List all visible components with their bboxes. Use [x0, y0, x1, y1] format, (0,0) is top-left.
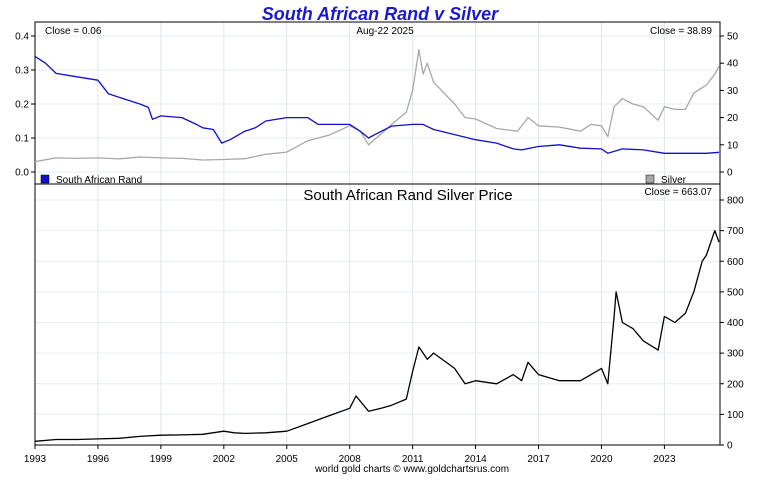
series-line-rand-silver-price	[34, 229, 720, 442]
bot-right-ticks: 800 700 600 500 400 300 200 100 0	[720, 196, 744, 452]
bot-grid	[34, 184, 720, 446]
right-tick-label: 50	[727, 32, 739, 43]
bottom-panel-title: South African Rand Silver Price	[303, 187, 512, 204]
bottom-panel-frame	[34, 183, 721, 446]
right-tick-label: 600	[727, 257, 744, 268]
chart-title: South African Rand v Silver	[262, 4, 499, 24]
right-tick-label: 10	[727, 140, 739, 151]
x-ticks: 1993 1996 1999 2002 2005 2008 2011 2014 2017 2020…	[24, 445, 676, 465]
x-tick-label: 2002	[213, 454, 236, 465]
series-line-south-african-rand	[34, 55, 720, 154]
footer-credit: world gold charts © www.goldchartsrus.co…	[314, 464, 509, 475]
x-tick-label: 2005	[276, 454, 299, 465]
left-tick-label: 0.3	[15, 66, 29, 77]
right-tick-label: 20	[727, 113, 739, 124]
x-tick-label: 2020	[590, 454, 613, 465]
x-tick-label: 2017	[527, 454, 550, 465]
top-date-label: Aug-22 2025	[356, 26, 414, 37]
x-tick-label: 2014	[464, 454, 487, 465]
left-tick-label: 0.4	[15, 32, 29, 43]
right-tick-label: 300	[727, 349, 744, 360]
right-tick-label: 200	[727, 379, 744, 390]
series-line-silver	[34, 48, 720, 163]
legend-silver-label: Silver	[661, 175, 687, 186]
top-right-ticks: 50 40 30 20 10 0	[720, 32, 739, 179]
legend-rand-swatch	[40, 174, 50, 184]
top-close-right: Close = 38.89	[650, 26, 712, 37]
top-close-left: Close = 0.06	[45, 26, 102, 37]
right-tick-label: 100	[727, 410, 744, 421]
legend-silver-swatch	[645, 174, 655, 184]
right-tick-label: 0	[727, 441, 733, 452]
right-tick-label: 0	[727, 168, 733, 179]
x-tick-label: 1993	[24, 454, 47, 465]
x-tick-label: 1999	[150, 454, 173, 465]
right-tick-label: 700	[727, 226, 744, 237]
left-tick-label: 0.0	[15, 168, 29, 179]
left-tick-label: 0.2	[15, 100, 29, 111]
x-tick-label: 2008	[339, 454, 362, 465]
x-tick-label: 1996	[87, 454, 110, 465]
right-tick-label: 30	[727, 86, 739, 97]
right-tick-label: 500	[727, 287, 744, 298]
legend-rand-label: South African Rand	[56, 175, 142, 186]
right-tick-label: 400	[727, 318, 744, 329]
x-tick-label: 2023	[653, 454, 676, 465]
left-tick-label: 0.1	[15, 134, 29, 145]
bottom-close-right: Close = 663.07	[644, 187, 712, 198]
bot-lines	[34, 229, 720, 442]
top-lines	[34, 48, 720, 163]
right-tick-label: 40	[727, 59, 739, 70]
top-grid	[34, 22, 720, 184]
x-tick-label: 2011	[402, 454, 424, 465]
top-left-ticks: 0.4 0.3 0.2 0.1 0.0	[15, 32, 35, 179]
right-tick-label: 800	[727, 196, 744, 207]
